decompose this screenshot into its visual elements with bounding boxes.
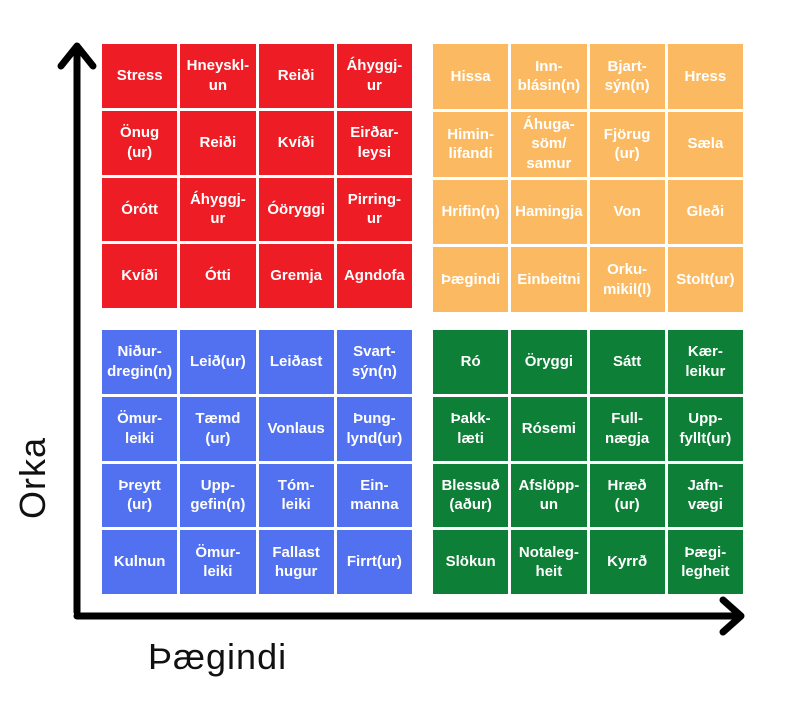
emotion-cell: Kulnun [102,530,178,594]
emotion-cell: Öryggi [511,330,587,394]
y-axis-arrowhead [57,42,97,70]
emotion-cell: Himin- lifandi [433,111,509,177]
emotion-cell: Önug (ur) [102,110,178,175]
y-axis-label: Orka [12,436,53,520]
emotion-cell: Afslöpp- un [511,463,587,528]
emotion-cell: Leiðast [258,330,334,394]
emotion-cell: Hrifin(n) [433,179,509,245]
emotion-cell: Óöryggi [258,177,334,242]
emotion-cell: Ótti [180,244,256,308]
emotion-cell: Leið(ur) [180,330,256,394]
emotion-cell: Gremja [258,244,334,308]
quadrant-orange: Hissa Inn- blásin(n) Bjart- sýn(n) Hress… [433,44,743,312]
emotion-cell: Stolt(ur) [667,247,743,312]
emotion-cell: Bjart- sýn(n) [589,44,665,109]
emotion-cell: Hneyskl- un [180,44,256,108]
emotion-cell: Tóm- leiki [258,463,334,528]
emotion-cell: Vonlaus [258,396,334,461]
emotion-cell: Ömur- leiki [102,396,178,461]
x-axis-label: Þægindi [148,636,288,677]
emotion-cell: Fallast hugur [258,530,334,594]
emotion-cell: Notaleg- heit [511,530,587,594]
emotion-cell: Einbeitni [511,247,587,312]
emotion-cell: Niður- dregin(n) [102,330,178,394]
emotion-cell: Reiði [180,110,256,175]
emotion-cell: Blessuð (aður) [433,463,509,528]
emotion-cell: Kyrrð [589,530,665,594]
emotion-cell: Slökun [433,530,509,594]
emotion-cell: Sátt [589,330,665,394]
quadrant-blue: Niður- dregin(n) Leið(ur) Leiðast Svart-… [102,330,412,594]
emotion-cell: Kær- leikur [667,330,743,394]
emotion-cell: Eirðar- leysi [336,110,412,175]
emotion-cell: Stress [102,44,178,108]
emotion-cell: Órótt [102,177,178,242]
emotion-cell: Orku- mikil(l) [589,247,665,312]
emotion-cell: Inn- blásin(n) [511,44,587,109]
emotion-cell: Upp- gefin(n) [180,463,256,528]
emotion-cell: Von [589,179,665,245]
emotion-cell: Kvíði [102,244,178,308]
emotion-cell: Gleði [667,179,743,245]
emotion-cell: Þakk- læti [433,396,509,461]
emotion-cell: Ró [433,330,509,394]
quadrant-red: Stress Hneyskl- un Reiði Áhyggj- ur Önug… [102,44,412,308]
emotion-cell: Þægindi [433,247,509,312]
emotion-cell: Reiði [258,44,334,108]
emotion-cell: Rósemi [511,396,587,461]
emotion-cell: Hress [667,44,743,109]
emotion-cell: Áhyggj- ur [180,177,256,242]
x-axis-arrowhead [719,596,745,636]
emotion-cell: Ein- manna [336,463,412,528]
emotion-cell: Hamingja [511,179,587,245]
emotion-cell: Hræð (ur) [589,463,665,528]
emotion-cell: Sæla [667,111,743,177]
emotion-cell: Þægi- legheit [667,530,743,594]
emotion-cell: Upp- fyllt(ur) [667,396,743,461]
emotion-cell: Hissa [433,44,509,109]
emotion-cell: Ömur- leiki [180,530,256,594]
emotion-cell: Þreytt (ur) [102,463,178,528]
quadrant-green: Ró Öryggi Sátt Kær- leikur Þakk- læti Ró… [433,330,743,594]
emotion-cell: Jafn- vægi [667,463,743,528]
emotion-cell: Svart- sýn(n) [336,330,412,394]
emotion-cell: Áhyggj- ur [336,44,412,108]
emotion-cell: Kvíði [258,110,334,175]
emotion-cell: Áhuga- söm/ samur [511,111,587,177]
emotion-cell: Þung- lynd(ur) [336,396,412,461]
emotion-cell: Full- nægja [589,396,665,461]
emotion-cell: Tæmd (ur) [180,396,256,461]
emotion-cell: Pirring- ur [336,177,412,242]
emotion-cell: Firrt(ur) [336,530,412,594]
emotion-cell: Fjörug (ur) [589,111,665,177]
emotion-cell: Agndofa [336,244,412,308]
